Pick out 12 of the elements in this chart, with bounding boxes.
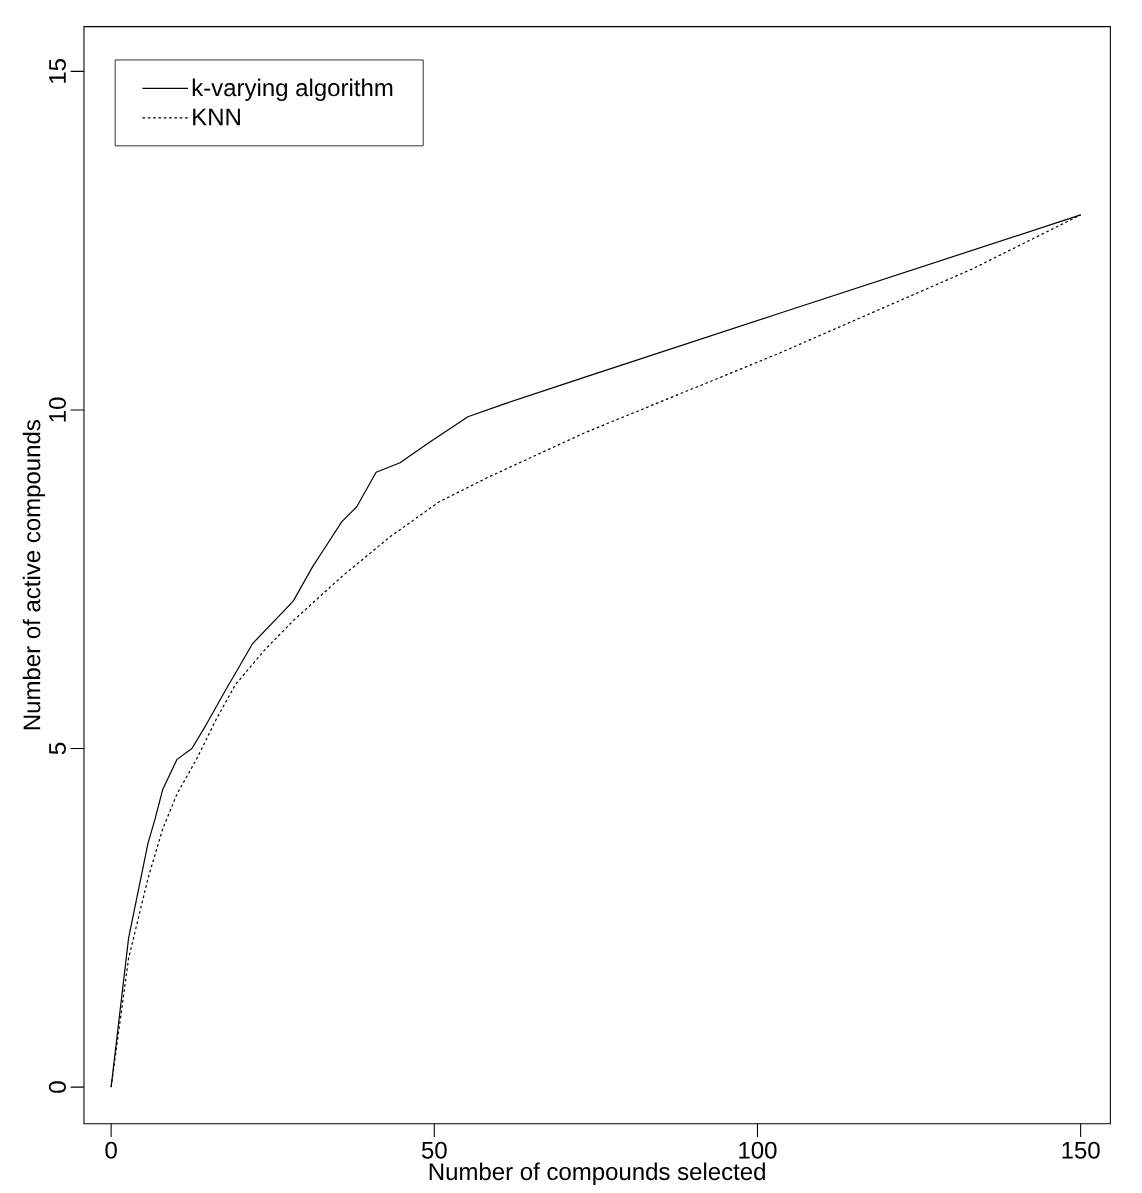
x-tick-label: 0 — [105, 1141, 117, 1159]
y-tick-label: 15 — [49, 59, 66, 83]
y-axis-title: Number of active compounds — [22, 420, 45, 730]
x-axis-title: Number of compounds selected — [429, 1162, 765, 1185]
x-tick-label: 50 — [421, 1141, 447, 1159]
y-tick-label: 10 — [48, 397, 66, 422]
legend-label: k-varying algorithm — [192, 78, 393, 101]
x-tick-label: 150 — [1062, 1141, 1100, 1159]
y-tick-label: 0 — [48, 1081, 66, 1093]
x-tick-label: 100 — [739, 1141, 777, 1159]
legend-label: KNN — [193, 108, 240, 126]
y-tick-label: 5 — [49, 742, 66, 755]
